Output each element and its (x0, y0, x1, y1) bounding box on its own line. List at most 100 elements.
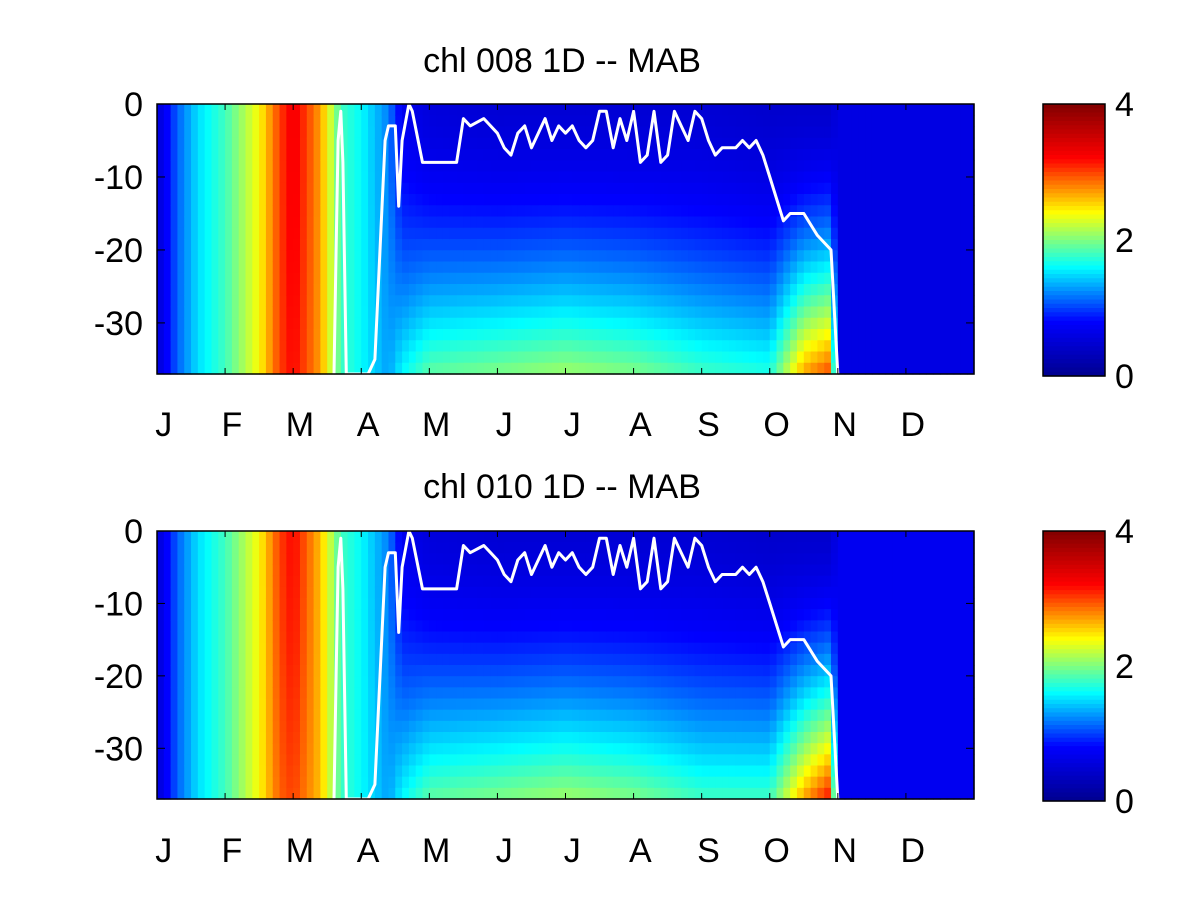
heatmap-cell (423, 654, 430, 666)
heatmap-cell (743, 340, 750, 352)
heatmap-cell (606, 228, 613, 240)
heatmap-cell (817, 205, 824, 217)
heatmap-cell (566, 228, 573, 240)
heatmap-cell (511, 654, 518, 666)
heatmap-cell (157, 262, 164, 274)
heatmap-cell (620, 273, 627, 285)
heatmap-cell (273, 183, 280, 195)
heatmap-cell (225, 777, 232, 789)
heatmap-cell (729, 228, 736, 240)
heatmap-cell (654, 643, 661, 655)
heatmap-cell (756, 273, 763, 285)
heatmap-cell (314, 149, 321, 161)
heatmap-cell (218, 217, 225, 229)
heatmap-cell (749, 352, 756, 364)
heatmap-cell (606, 777, 613, 789)
heatmap-cell (368, 598, 375, 610)
heatmap-cell (559, 654, 566, 666)
heatmap-cell (171, 632, 178, 644)
heatmap-cell (286, 620, 293, 632)
heatmap-cell (450, 732, 457, 744)
heatmap-cell (504, 777, 511, 789)
heatmap-cell (518, 587, 525, 599)
heatmap-cell (566, 194, 573, 206)
heatmap-cell (688, 766, 695, 778)
heatmap-cell (960, 307, 967, 319)
heatmap-cell (463, 587, 470, 599)
heatmap-cell (416, 732, 423, 744)
heatmap-cell (354, 587, 361, 599)
heatmap-cell (286, 217, 293, 229)
heatmap-cell (552, 587, 559, 599)
heatmap-cell (572, 676, 579, 688)
heatmap-cell (770, 228, 777, 240)
heatmap-cell (695, 620, 702, 632)
heatmap-cell (470, 138, 477, 150)
heatmap-cell (491, 766, 498, 778)
heatmap-cell (518, 777, 525, 789)
heatmap-cell (450, 754, 457, 766)
heatmap-cell (293, 172, 300, 184)
heatmap-cell (205, 576, 212, 588)
heatmap-cell (211, 732, 218, 744)
heatmap-cell (872, 273, 879, 285)
heatmap-cell (314, 183, 321, 195)
heatmap-cell (640, 318, 647, 330)
heatmap-cell (552, 172, 559, 184)
heatmap-cell (518, 632, 525, 644)
heatmap-cell (817, 183, 824, 195)
heatmap-cell (286, 565, 293, 577)
heatmap-cell (388, 587, 395, 599)
heatmap-cell (960, 318, 967, 330)
heatmap-cell (947, 295, 954, 307)
heatmap-cell (804, 352, 811, 364)
heatmap-cell (634, 307, 641, 319)
heatmap-cell (817, 284, 824, 296)
heatmap-cell (634, 250, 641, 262)
heatmap-cell (600, 721, 607, 733)
heatmap-cell (620, 643, 627, 655)
heatmap-cell (157, 239, 164, 251)
heatmap-cell (620, 598, 627, 610)
heatmap-cell (470, 172, 477, 184)
heatmap-cell (838, 318, 845, 330)
heatmap-cell (851, 340, 858, 352)
heatmap-cell (273, 732, 280, 744)
heatmap-cell (368, 318, 375, 330)
heatmap-cell (320, 777, 327, 789)
heatmap-cell (783, 318, 790, 330)
heatmap-cell (497, 754, 504, 766)
heatmap-cell (307, 307, 314, 319)
heatmap-cell (954, 149, 961, 161)
heatmap-cell (824, 363, 831, 375)
heatmap-cell (606, 632, 613, 644)
heatmap-cell (572, 754, 579, 766)
heatmap-cell (661, 295, 668, 307)
heatmap-cell (402, 766, 409, 778)
heatmap-cell (647, 329, 654, 341)
heatmap-cell (205, 587, 212, 599)
heatmap-cell (463, 104, 470, 116)
heatmap-cell (566, 318, 573, 330)
heatmap-cell (572, 643, 579, 655)
heatmap-cell (545, 643, 552, 655)
heatmap-cell (409, 699, 416, 711)
heatmap-cell (286, 104, 293, 116)
heatmap-cell (286, 138, 293, 150)
heatmap-cell (600, 295, 607, 307)
heatmap-cell (851, 307, 858, 319)
heatmap-cell (477, 284, 484, 296)
heatmap-cell (804, 104, 811, 116)
heatmap-cell (423, 205, 430, 217)
heatmap-cell (504, 307, 511, 319)
heatmap-cell (661, 721, 668, 733)
heatmap-cell (205, 676, 212, 688)
heatmap-cell (477, 643, 484, 655)
heatmap-cell (879, 172, 886, 184)
heatmap-cell (708, 284, 715, 296)
heatmap-cell (218, 160, 225, 172)
heatmap-cell (763, 273, 770, 285)
heatmap-cell (164, 127, 171, 139)
heatmap-cell (674, 172, 681, 184)
heatmap-cell (552, 710, 559, 722)
